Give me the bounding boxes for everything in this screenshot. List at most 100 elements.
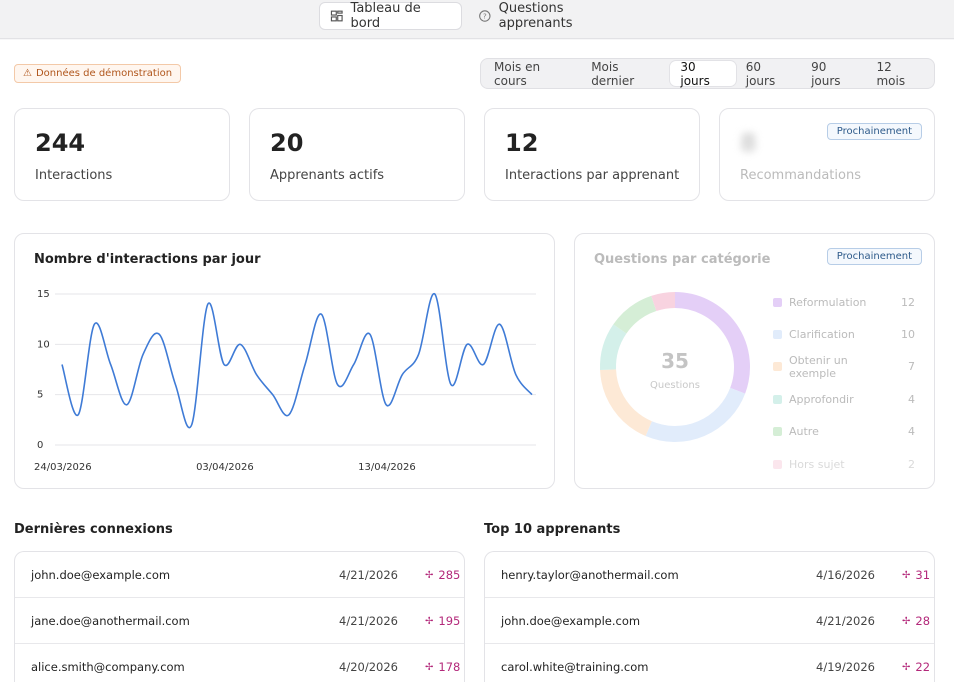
kpi-value: 8 [740, 129, 757, 157]
recent-logins-list: john.doe@example.com 4/21/2026 ✢ 285 jane… [14, 551, 465, 682]
legend-count: 2 [908, 457, 915, 471]
donut-center-label: Questions [650, 380, 700, 391]
kpi-label: Interactions par apprenant [505, 168, 680, 183]
donut-slice[interactable] [613, 295, 657, 334]
donut-chart-title: Questions par catégorie [594, 252, 771, 267]
legend-item: Reformulation 12 [773, 286, 915, 318]
period-90-days[interactable]: 90 jours [811, 59, 841, 88]
list-item[interactable]: jane.doe@anothermail.com 4/21/2026 ✢ 195 [15, 598, 464, 644]
period-12-months[interactable]: 12 mois [876, 59, 906, 88]
legend-item: Obtenir un exemple 7 [773, 351, 915, 383]
coming-soon-badge: Prochainement [826, 248, 922, 265]
kpi-value: 12 [505, 129, 539, 157]
period-30-days[interactable]: 30 jours [670, 60, 736, 88]
legend-swatch [773, 330, 782, 340]
legend-count: 4 [908, 392, 915, 406]
sparkle-icon: ✢ [425, 569, 434, 581]
donut-center-value: 35 [661, 349, 689, 373]
interaction-count: ✢ 31 [902, 568, 930, 582]
tab-learner-questions[interactable]: ? Questions apprenants [468, 1, 648, 31]
list-item[interactable]: john.doe@example.com 4/21/2026 ✢ 285 [15, 552, 464, 598]
last-activity-date: 4/21/2026 [816, 614, 875, 628]
sparkle-icon: ✢ [902, 615, 911, 627]
interactions-per-day-card: Nombre d'interactions par jour 0 5 10 15 24/… [14, 233, 555, 489]
interaction-count: ✢ 178 [425, 660, 460, 674]
sparkle-icon: ✢ [902, 661, 911, 673]
list-item[interactable]: henry.taylor@anothermail.com 4/16/2026 ✢… [485, 552, 934, 598]
legend-count: 4 [908, 425, 915, 439]
donut-slice[interactable] [600, 324, 627, 371]
learner-email: henry.taylor@anothermail.com [501, 568, 679, 582]
kpi-card-active-learners: 20 Apprenants actifs [249, 108, 465, 201]
donut-slice[interactable] [600, 369, 653, 436]
kpi-card-interactions: 244 Interactions [14, 108, 230, 201]
y-tick-label: 0 [37, 440, 43, 451]
legend-count: 7 [908, 360, 915, 374]
interaction-count-value: 28 [915, 614, 931, 628]
list-item[interactable]: alice.smith@company.com 4/20/2026 ✢ 178 [15, 644, 464, 682]
interaction-count-value: 178 [438, 660, 461, 674]
line-chart: 0 5 10 15 24/03/2026 03/04/2026 13/04/2026 [34, 289, 536, 473]
top-navigation: Tableau de bord ? Questions apprenants [0, 0, 954, 39]
legend-swatch [773, 427, 782, 437]
dashboard-content: ⚠ Données de démonstration Mois en cours… [0, 40, 954, 682]
period-60-days[interactable]: 60 jours [745, 59, 776, 88]
list-item[interactable]: john.doe@example.com 4/21/2026 ✢ 28 [485, 598, 934, 644]
period-last-month[interactable]: Mois dernier [591, 59, 635, 88]
demo-data-label: Données de démonstration [35, 68, 173, 79]
period-selector: Mois en cours Mois dernier 30 jours 60 j… [480, 58, 935, 89]
legend-swatch [773, 459, 782, 469]
x-tick-label: 13/04/2026 [358, 462, 416, 473]
x-tick-label: 03/04/2026 [196, 462, 254, 473]
legend-label: Autre [789, 425, 819, 439]
help-circle-icon: ? [479, 10, 491, 22]
list-item[interactable]: carol.white@training.com 4/19/2026 ✢ 22 [485, 644, 934, 682]
sparkle-icon: ✢ [425, 661, 434, 673]
learner-email: alice.smith@company.com [31, 660, 185, 674]
legend-label: Hors sujet [789, 457, 845, 471]
legend-item: Autre 4 [773, 416, 915, 448]
learner-email: john.doe@example.com [31, 568, 171, 582]
legend-label: Approfondir [789, 392, 854, 406]
legend-item: Hors sujet 2 [773, 448, 915, 480]
tab-dashboard[interactable]: Tableau de bord [319, 1, 462, 31]
legend-count: 10 [901, 328, 915, 342]
tab-dashboard-label: Tableau de bord [350, 1, 421, 31]
line-chart-title: Nombre d'interactions par jour [34, 252, 261, 267]
period-current-month[interactable]: Mois en cours [494, 59, 541, 88]
legend-item: Approfondir 4 [773, 383, 915, 415]
interaction-count: ✢ 28 [902, 614, 930, 628]
interaction-count: ✢ 195 [425, 614, 460, 628]
legend-swatch [773, 297, 782, 307]
login-date: 4/21/2026 [339, 568, 398, 582]
donut-legend: Reformulation 12 Clarification 10 Obtenir un… [773, 286, 915, 480]
login-date: 4/20/2026 [339, 660, 398, 674]
recent-logins-title: Dernières connexions [14, 522, 173, 537]
warning-icon: ⚠ [23, 68, 32, 79]
donut-chart: 35 Questions [600, 292, 750, 442]
interaction-count-value: 285 [438, 568, 461, 582]
last-activity-date: 4/16/2026 [816, 568, 875, 582]
interaction-count: ✢ 22 [902, 660, 930, 674]
donut-slice[interactable] [645, 387, 746, 442]
svg-text:?: ? [483, 12, 487, 21]
legend-count: 12 [901, 295, 915, 309]
coming-soon-badge: Prochainement [826, 123, 922, 140]
donut-slice[interactable] [674, 292, 750, 394]
learner-email: john.doe@example.com [501, 614, 641, 628]
last-activity-date: 4/19/2026 [816, 660, 875, 674]
kpi-card-interactions-per-learner: 12 Interactions par apprenant [484, 108, 700, 201]
donut-slice[interactable] [651, 292, 676, 312]
kpi-card-recommendations: 8 Recommandations Prochainement [719, 108, 935, 201]
y-tick-label: 10 [37, 339, 50, 350]
sparkle-icon: ✢ [902, 569, 911, 581]
interaction-count-value: 195 [438, 614, 461, 628]
series-line [61, 293, 533, 429]
top-learners-title: Top 10 apprenants [484, 522, 621, 537]
legend-label: Obtenir un exemple [789, 353, 848, 380]
legend-label: Clarification [789, 328, 855, 342]
kpi-label: Interactions [35, 168, 113, 183]
learner-email: carol.white@training.com [501, 660, 649, 674]
interaction-count-value: 22 [915, 660, 931, 674]
x-tick-label: 24/03/2026 [34, 462, 92, 473]
